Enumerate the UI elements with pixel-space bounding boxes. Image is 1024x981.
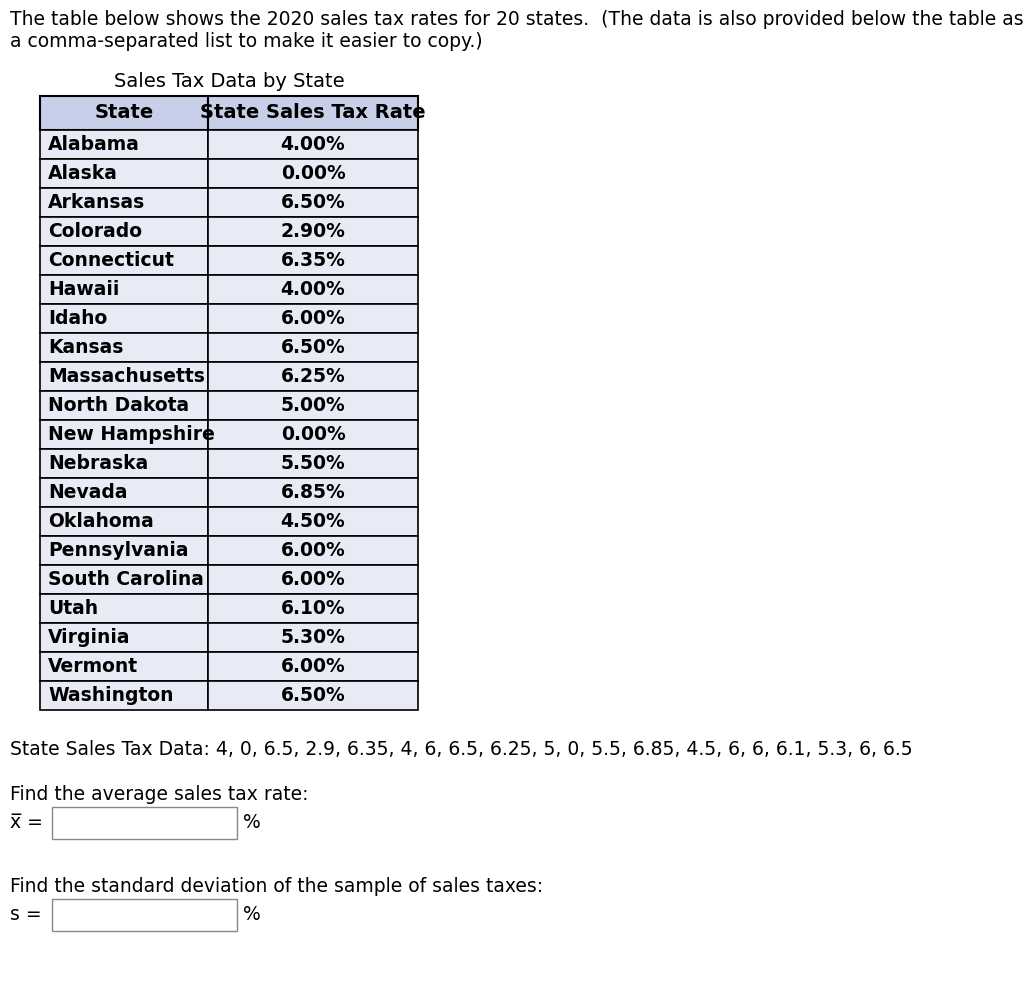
- Bar: [40, 536, 208, 565]
- Bar: [40, 217, 208, 246]
- Bar: [208, 507, 418, 536]
- Text: 6.00%: 6.00%: [281, 309, 345, 328]
- Text: 0.00%: 0.00%: [281, 164, 345, 183]
- Text: Hawaii: Hawaii: [48, 280, 120, 299]
- Text: 5.00%: 5.00%: [281, 396, 345, 415]
- Text: 4.00%: 4.00%: [281, 280, 345, 299]
- Bar: [40, 681, 208, 710]
- Bar: [40, 652, 208, 681]
- Bar: [208, 594, 418, 623]
- Bar: [208, 391, 418, 420]
- Text: x̅ =: x̅ =: [10, 813, 43, 833]
- Bar: [208, 159, 418, 188]
- Bar: [40, 449, 208, 478]
- Bar: [40, 623, 208, 652]
- Text: 6.00%: 6.00%: [281, 541, 345, 560]
- Text: Alaska: Alaska: [48, 164, 118, 183]
- Bar: [40, 594, 208, 623]
- Text: Alabama: Alabama: [48, 135, 140, 154]
- Text: Utah: Utah: [48, 599, 98, 618]
- Bar: [40, 96, 208, 130]
- Bar: [40, 362, 208, 391]
- Bar: [52, 899, 237, 931]
- Bar: [208, 217, 418, 246]
- Bar: [40, 507, 208, 536]
- Text: 6.50%: 6.50%: [281, 686, 345, 705]
- Text: Kansas: Kansas: [48, 338, 123, 357]
- Bar: [208, 304, 418, 333]
- Bar: [208, 130, 418, 159]
- Text: Pennsylvania: Pennsylvania: [48, 541, 188, 560]
- Text: North Dakota: North Dakota: [48, 396, 189, 415]
- Text: Nebraska: Nebraska: [48, 454, 148, 473]
- Bar: [208, 623, 418, 652]
- Bar: [40, 420, 208, 449]
- Bar: [208, 246, 418, 275]
- Text: Sales Tax Data by State: Sales Tax Data by State: [114, 72, 344, 91]
- Text: 2.90%: 2.90%: [281, 222, 345, 241]
- Bar: [40, 130, 208, 159]
- Bar: [208, 536, 418, 565]
- Text: 0.00%: 0.00%: [281, 425, 345, 444]
- Bar: [40, 304, 208, 333]
- Text: Virginia: Virginia: [48, 628, 130, 647]
- Text: 4.50%: 4.50%: [281, 512, 345, 531]
- Bar: [208, 96, 418, 130]
- Text: Find the average sales tax rate:: Find the average sales tax rate:: [10, 785, 308, 804]
- Text: 5.50%: 5.50%: [281, 454, 345, 473]
- Bar: [208, 652, 418, 681]
- Text: Oklahoma: Oklahoma: [48, 512, 154, 531]
- Text: 6.25%: 6.25%: [281, 367, 345, 386]
- Text: Nevada: Nevada: [48, 483, 128, 502]
- Text: New Hampshire: New Hampshire: [48, 425, 215, 444]
- Text: 6.00%: 6.00%: [281, 570, 345, 589]
- Text: %: %: [243, 813, 261, 833]
- Bar: [40, 565, 208, 594]
- Bar: [40, 246, 208, 275]
- Text: Massachusetts: Massachusetts: [48, 367, 205, 386]
- Text: Connecticut: Connecticut: [48, 251, 174, 270]
- Text: Colorado: Colorado: [48, 222, 142, 241]
- Text: Idaho: Idaho: [48, 309, 108, 328]
- Bar: [208, 420, 418, 449]
- Bar: [52, 807, 237, 839]
- Text: Arkansas: Arkansas: [48, 193, 145, 212]
- Text: South Carolina: South Carolina: [48, 570, 204, 589]
- Text: s =: s =: [10, 905, 42, 924]
- Bar: [40, 188, 208, 217]
- Text: 6.35%: 6.35%: [281, 251, 345, 270]
- Text: Vermont: Vermont: [48, 657, 138, 676]
- Bar: [208, 188, 418, 217]
- Text: 4.00%: 4.00%: [281, 135, 345, 154]
- Text: State Sales Tax Data: 4, 0, 6.5, 2.9, 6.35, 4, 6, 6.5, 6.25, 5, 0, 5.5, 6.85, 4.: State Sales Tax Data: 4, 0, 6.5, 2.9, 6.…: [10, 740, 912, 759]
- Bar: [40, 391, 208, 420]
- Bar: [40, 333, 208, 362]
- Text: 6.50%: 6.50%: [281, 338, 345, 357]
- Text: The table below shows the 2020 sales tax rates for 20 states.  (The data is also: The table below shows the 2020 sales tax…: [10, 10, 1024, 29]
- Text: 6.10%: 6.10%: [281, 599, 345, 618]
- Text: 6.00%: 6.00%: [281, 657, 345, 676]
- Text: 6.85%: 6.85%: [281, 483, 345, 502]
- Text: a comma-separated list to make it easier to copy.): a comma-separated list to make it easier…: [10, 32, 482, 51]
- Bar: [208, 449, 418, 478]
- Text: State Sales Tax Rate: State Sales Tax Rate: [200, 104, 426, 123]
- Text: %: %: [243, 905, 261, 924]
- Bar: [208, 275, 418, 304]
- Bar: [40, 159, 208, 188]
- Text: Find the standard deviation of the sample of sales taxes:: Find the standard deviation of the sampl…: [10, 877, 543, 896]
- Bar: [208, 478, 418, 507]
- Text: 6.50%: 6.50%: [281, 193, 345, 212]
- Bar: [208, 565, 418, 594]
- Bar: [40, 478, 208, 507]
- Bar: [208, 362, 418, 391]
- Bar: [208, 333, 418, 362]
- Text: State: State: [94, 104, 154, 123]
- Bar: [208, 681, 418, 710]
- Text: 5.30%: 5.30%: [281, 628, 345, 647]
- Text: Washington: Washington: [48, 686, 173, 705]
- Bar: [40, 275, 208, 304]
